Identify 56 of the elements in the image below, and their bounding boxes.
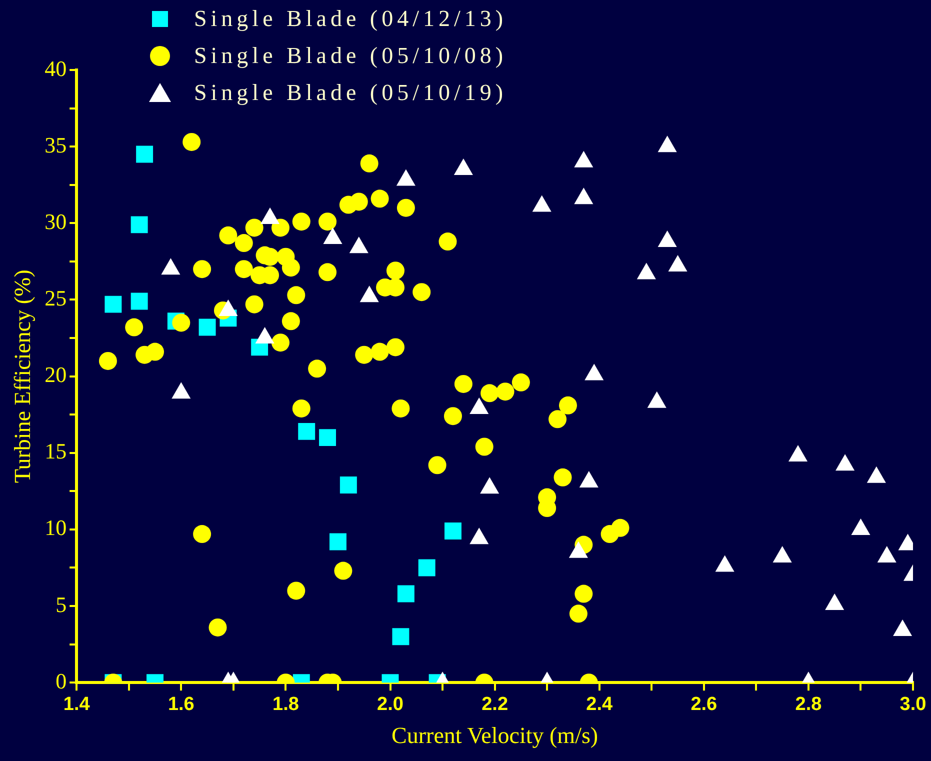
y-tick-label: 20 [44,362,67,388]
point [893,620,912,636]
y-tick-label: 5 [56,592,67,617]
point [584,364,604,380]
point [260,208,280,224]
point [470,528,489,544]
y-axis-title: Turbine Efficiency (%) [10,270,35,483]
x-tick-label: 1.8 [272,694,299,716]
point [568,541,588,558]
y-tick-label: 40 [44,56,67,81]
point [470,397,489,414]
point [636,262,656,280]
point [788,444,808,462]
x-tick-label: 2.0 [377,694,404,716]
legend-label: Single Blade (04/12/13) [194,5,508,33]
point [715,555,734,572]
point [480,477,500,494]
x-axis-title: Current Velocity (m/s) [392,723,598,748]
x-tick-label: 2.6 [690,694,718,716]
point [851,518,870,535]
legend-label: Single Blade (05/10/19) [194,79,508,107]
point [396,169,416,186]
point [323,227,342,244]
x-tick-label: 3.0 [900,694,926,716]
point [349,236,368,254]
y-tick-label: 30 [44,208,67,234]
point [172,382,191,399]
point [574,188,594,204]
point [658,136,677,152]
point [218,299,238,316]
point [772,546,792,563]
x-tick-label: 2.8 [795,694,822,716]
y-tick-label: 10 [44,515,67,540]
x-tick-label: 1.4 [63,694,90,716]
point [877,546,896,563]
y-tick-label: 0 [56,668,67,694]
point [454,158,473,176]
point [255,327,274,344]
point [825,593,844,610]
point [836,454,855,471]
point [866,466,886,483]
point [668,255,688,272]
y-tick-label: 15 [44,438,67,464]
x-tick-label: 2.2 [482,694,508,716]
point [647,391,666,408]
point [532,195,552,212]
point [360,286,379,302]
point [658,230,677,248]
point [161,258,180,275]
legend-label: Single Blade (05/10/08) [194,42,508,70]
x-tick-label: 1.6 [168,694,194,716]
y-tick-label: 35 [44,132,67,158]
point [574,150,594,168]
x-tick-label: 2.4 [586,694,613,716]
y-tick-label: 25 [44,286,67,311]
point [579,470,598,488]
